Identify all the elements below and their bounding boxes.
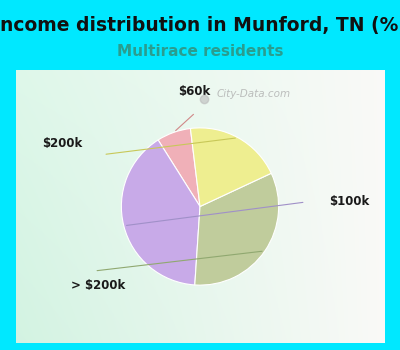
Text: > $200k: > $200k (71, 279, 125, 292)
Text: City-Data.com: City-Data.com (216, 89, 290, 99)
Text: Income distribution in Munford, TN (%): Income distribution in Munford, TN (%) (0, 16, 400, 35)
Text: $200k: $200k (42, 136, 82, 150)
Text: Multirace residents: Multirace residents (117, 44, 283, 59)
Text: $60k: $60k (178, 85, 211, 98)
Wedge shape (121, 140, 200, 285)
Wedge shape (195, 173, 279, 285)
Wedge shape (158, 128, 200, 206)
Text: $100k: $100k (329, 195, 369, 208)
Wedge shape (190, 128, 271, 206)
